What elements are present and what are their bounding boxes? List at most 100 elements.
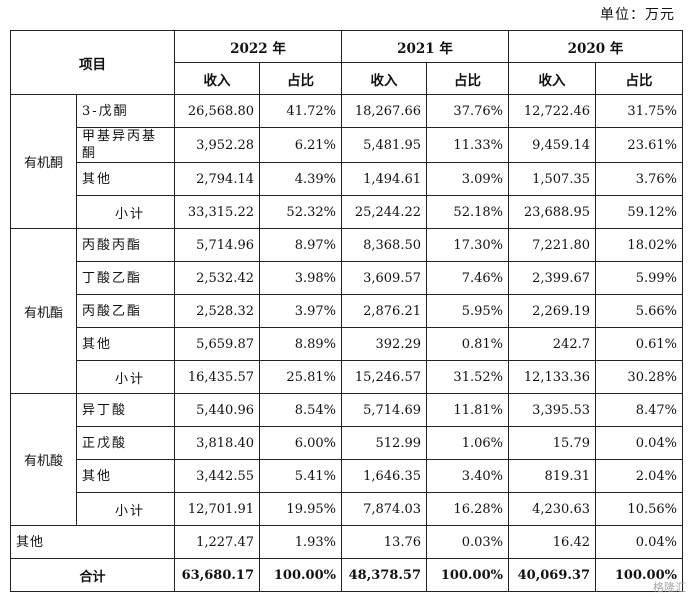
share-cell: 0.04% (595, 525, 683, 559)
item-label: 其他 (76, 459, 175, 493)
share-cell: 1.93% (259, 525, 342, 559)
category-cell: 有机酮 (10, 94, 77, 229)
share-cell: 41.72% (259, 94, 342, 128)
item-label: 3-戊酮 (76, 94, 175, 128)
share-cell: 0.81% (426, 327, 509, 361)
revenue-cell: 1,494.61 (341, 162, 427, 196)
header-year-2020: 2020 年 (508, 30, 683, 63)
revenue-cell: 16.42 (508, 525, 596, 559)
revenue-cell: 3,952.28 (174, 127, 260, 163)
revenue-cell: 18,267.66 (341, 94, 427, 128)
share-cell: 11.33% (426, 127, 509, 163)
header-item: 项目 (10, 30, 175, 95)
share-cell: 30.28% (595, 360, 683, 394)
revenue-cell: 5,659.87 (174, 327, 260, 361)
table-row: 有机酸 异丁酸 5,440.96 8.54% 5,714.69 11.81% 3,395.5… (10, 393, 683, 526)
table-body: 有机酮 3-戊酮 26,568.80 41.72% 18,267.66 37.76% 12,… (10, 94, 683, 592)
share-cell: 11.81% (426, 393, 509, 427)
table-row: 小计 33,315.22 52.32% 25,244.22 52.18% 23,688.9… (11, 195, 683, 229)
item-label: 丙酸丙酯 (76, 228, 175, 262)
header-share: 占比 (426, 62, 509, 95)
total-label: 合计 (10, 558, 175, 592)
revenue-cell: 7,221.80 (508, 228, 596, 262)
share-cell: 5.99% (595, 261, 683, 295)
table-row: 正戊酸 3,818.40 6.00% 512.99 1.06% 15.79 0.04% (11, 426, 683, 460)
table-row: 小计 12,701.91 19.95% 7,874.03 16.28% 4,230.63 1… (11, 492, 683, 526)
table-row: 小计 16,435.57 25.81% 15,246.57 31.52% 12,133.3… (11, 360, 683, 394)
share-cell: 5.95% (426, 294, 509, 328)
table-row: 丙酸乙酯 2,528.32 3.97% 2,876.21 5.95% 2,269.19 5.… (11, 294, 683, 328)
share-cell: 52.18% (426, 195, 509, 229)
share-cell: 10.56% (595, 492, 683, 526)
header-revenue: 收入 (341, 62, 427, 95)
table-row: 其他 5,659.87 8.89% 392.29 0.81% 242.7 0.61% (11, 327, 683, 361)
revenue-cell: 25,244.22 (341, 195, 427, 229)
revenue-cell: 512.99 (341, 426, 427, 460)
revenue-cell: 16,435.57 (174, 360, 260, 394)
revenue-table: 项目 2022 年 2021 年 2020 年 收入 占比 收入 占比 收入 占… (10, 30, 683, 592)
share-cell: 8.54% (259, 393, 342, 427)
revenue-cell: 15.79 (508, 426, 596, 460)
revenue-cell: 3,818.40 (174, 426, 260, 460)
share-cell: 37.76% (426, 94, 509, 128)
revenue-cell: 8,368.50 (341, 228, 427, 262)
table-row: 其他 3,442.55 5.41% 1,646.35 3.40% 819.31 2.04% (11, 459, 683, 493)
share-cell: 31.52% (426, 360, 509, 394)
revenue-cell: 12,722.46 (508, 94, 596, 128)
revenue-cell: 33,315.22 (174, 195, 260, 229)
table-row: 丁酸乙酯 2,532.42 3.98% 3,609.57 7.46% 2,399.67 5.… (11, 261, 683, 295)
subtotal-label: 小计 (76, 195, 175, 229)
total-share-cell: 100.00% (259, 558, 342, 592)
share-cell: 7.46% (426, 261, 509, 295)
revenue-cell: 1,646.35 (341, 459, 427, 493)
header-share: 占比 (595, 62, 683, 95)
share-cell: 3.40% (426, 459, 509, 493)
share-cell: 23.61% (595, 127, 683, 163)
share-cell: 1.06% (426, 426, 509, 460)
revenue-cell: 2,399.67 (508, 261, 596, 295)
share-cell: 0.04% (595, 426, 683, 460)
item-label: 甲基异丙基酮 (76, 127, 175, 163)
share-cell: 3.76% (595, 162, 683, 196)
revenue-cell: 15,246.57 (341, 360, 427, 394)
share-cell: 8.97% (259, 228, 342, 262)
share-cell: 31.75% (595, 94, 683, 128)
share-cell: 6.21% (259, 127, 342, 163)
revenue-cell: 13.76 (341, 525, 427, 559)
revenue-cell: 2,876.21 (341, 294, 427, 328)
category-cell: 有机酯 (10, 228, 77, 394)
revenue-cell: 3,395.53 (508, 393, 596, 427)
share-cell: 8.89% (259, 327, 342, 361)
table-row: 其他 1,227.47 1.93% 13.76 0.03% 16.42 0.04% (10, 525, 683, 559)
share-cell: 25.81% (259, 360, 342, 394)
subtotal-label: 小计 (76, 360, 175, 394)
table-row: 有机酮 3-戊酮 26,568.80 41.72% 18,267.66 37.76% 12,… (10, 94, 683, 229)
share-cell: 6.00% (259, 426, 342, 460)
header-share: 占比 (259, 62, 342, 95)
share-cell: 3.09% (426, 162, 509, 196)
header-year-2022: 2022 年 (174, 30, 342, 63)
total-row: 合计 63,680.17 100.00% 48,378.57 100.00% 40,069… (10, 558, 683, 592)
share-cell: 5.66% (595, 294, 683, 328)
item-label: 其他 (76, 162, 175, 196)
revenue-cell: 3,609.57 (341, 261, 427, 295)
total-revenue-cell: 40,069.37 (508, 558, 596, 592)
other-label: 其他 (10, 525, 175, 559)
revenue-cell: 242.7 (508, 327, 596, 361)
share-cell: 4.39% (259, 162, 342, 196)
share-cell: 17.30% (426, 228, 509, 262)
share-cell: 19.95% (259, 492, 342, 526)
revenue-cell: 9,459.14 (508, 127, 596, 163)
share-cell: 3.98% (259, 261, 342, 295)
item-label: 正戊酸 (76, 426, 175, 460)
table-row: 有机酯 丙酸丙酯 5,714.96 8.97% 8,368.50 17.30% 7,221.… (10, 228, 683, 394)
subtotal-label: 小计 (76, 492, 175, 526)
revenue-cell: 4,230.63 (508, 492, 596, 526)
share-cell: 0.61% (595, 327, 683, 361)
item-label: 丙酸乙酯 (76, 294, 175, 328)
header-revenue: 收入 (174, 62, 260, 95)
revenue-cell: 2,528.32 (174, 294, 260, 328)
share-cell: 8.47% (595, 393, 683, 427)
share-cell: 18.02% (595, 228, 683, 262)
total-revenue-cell: 48,378.57 (341, 558, 427, 592)
